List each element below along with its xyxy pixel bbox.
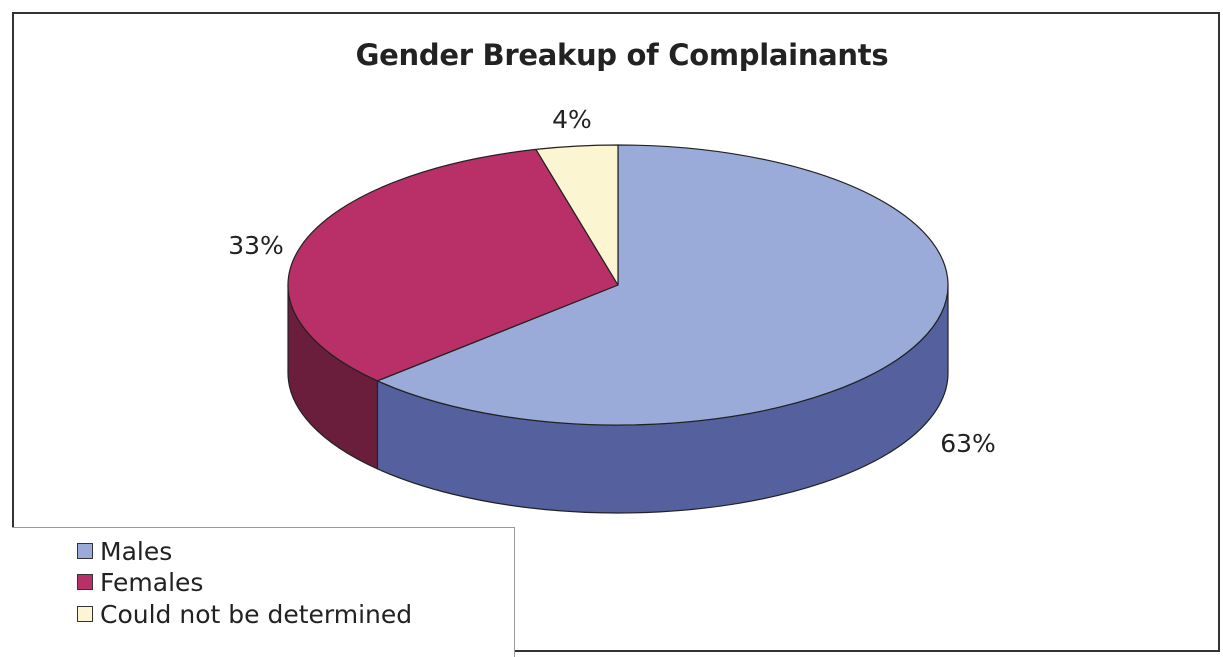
legend-label-undetermined: Could not be determined [100, 599, 413, 629]
legend: Males Females Could not be determined [12, 527, 515, 657]
legend-swatch-undetermined [77, 606, 93, 622]
legend-label-females: Females [100, 567, 204, 597]
legend-label-males: Males [100, 536, 173, 566]
pie-label-undetermined: 4% [552, 105, 592, 134]
pie-label-females: 33% [228, 231, 284, 260]
legend-item-undetermined: Could not be determined [77, 599, 412, 629]
pie-chart: 63% 33% 4% [228, 105, 996, 514]
legend-item-males: Males [77, 536, 172, 566]
pie-slice-males [376, 144, 949, 426]
pie-slice-undetermined [535, 144, 619, 286]
legend-swatch-females [77, 574, 93, 590]
chart-title: Gender Breakup of Complainants [355, 38, 889, 72]
legend-swatch-males [77, 543, 93, 559]
pie-slice-females [287, 148, 619, 382]
legend-item-females: Females [77, 567, 203, 597]
pie-label-males: 63% [940, 429, 996, 458]
